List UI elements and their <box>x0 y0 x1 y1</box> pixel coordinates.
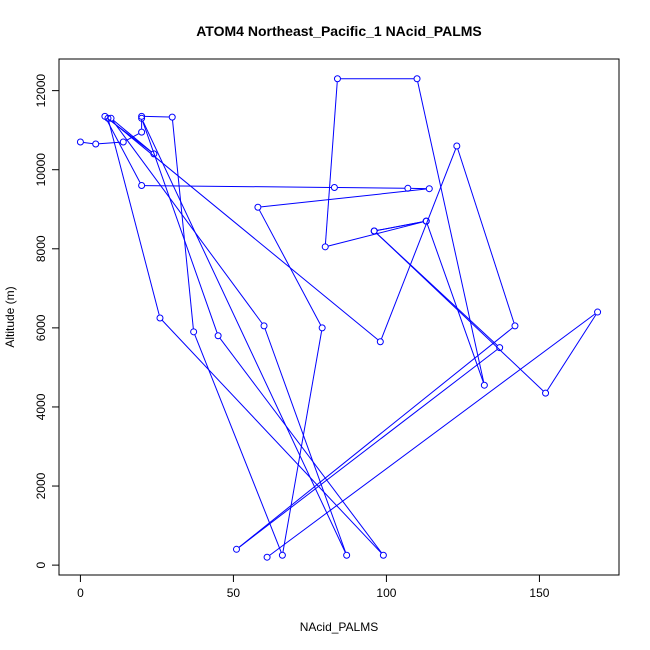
data-point <box>343 551 351 559</box>
data-point <box>379 551 387 559</box>
data-point <box>107 114 115 122</box>
plot-frame <box>58 58 620 576</box>
x-tick-label: 150 <box>529 586 549 600</box>
data-point <box>138 114 146 122</box>
series-segment <box>264 328 347 553</box>
data-point <box>278 551 286 559</box>
series-segment <box>108 121 160 315</box>
x-tick-label: 0 <box>77 586 84 600</box>
series-segment <box>83 141 93 145</box>
data-point <box>232 545 240 553</box>
y-tick-label: 0 <box>34 561 48 568</box>
data-point <box>150 150 158 158</box>
y-tick-label: 8000 <box>34 235 48 262</box>
series-segment <box>238 327 513 548</box>
data-point <box>168 113 176 121</box>
series-segment <box>426 224 484 383</box>
data-point <box>263 553 271 561</box>
data-point <box>425 185 433 193</box>
series-segment <box>337 187 405 189</box>
series-segment <box>142 121 218 333</box>
x-axis: 0 50 100 150 <box>77 575 550 600</box>
data-point <box>376 338 384 346</box>
data-point <box>318 324 326 332</box>
data-point <box>104 114 112 122</box>
series-segment <box>417 81 485 383</box>
series-segment <box>142 121 346 553</box>
series-lines <box>83 78 597 556</box>
x-tick-label: 50 <box>227 586 241 600</box>
x-tick-label: 100 <box>376 586 396 600</box>
series-segment <box>113 120 152 153</box>
series-segment <box>457 148 515 323</box>
y-tick-label: 6000 <box>34 314 48 341</box>
data-point <box>119 138 127 146</box>
data-point <box>511 322 519 330</box>
series-segment <box>269 313 596 556</box>
data-point <box>542 389 550 397</box>
series-segment <box>324 82 338 244</box>
series-points <box>76 75 602 561</box>
series-segment <box>546 314 597 391</box>
data-point <box>422 217 430 225</box>
data-point <box>370 227 378 235</box>
series-segment <box>377 221 424 231</box>
x-axis-label: NAcid_PALMS <box>300 620 378 634</box>
series-segment <box>161 320 382 554</box>
series-segment <box>172 120 194 329</box>
y-tick-label: 10000 <box>34 153 48 187</box>
chart-title: ATOM4 Northeast_Pacific_1 NAcid_PALMS <box>196 23 482 39</box>
data-point <box>333 75 341 83</box>
data-point <box>214 332 222 340</box>
data-point <box>321 243 329 251</box>
series-segment <box>98 141 121 145</box>
data-point <box>413 75 421 83</box>
data-point <box>496 344 504 352</box>
y-tick-label: 12000 <box>34 74 48 108</box>
series-segment <box>282 331 323 553</box>
y-tick-label: 4000 <box>34 393 48 420</box>
data-point <box>138 182 146 190</box>
data-point <box>138 128 146 136</box>
series-segment <box>144 115 169 118</box>
series-segment <box>194 334 282 553</box>
data-point <box>254 203 262 211</box>
data-point <box>190 328 198 336</box>
y-axis: 0 2000 4000 6000 8000 10000 12000 <box>34 74 59 568</box>
data-point <box>156 314 164 322</box>
data-point <box>92 140 100 148</box>
data-point <box>453 142 461 150</box>
data-point <box>594 308 602 316</box>
data-point <box>480 381 488 389</box>
series-segment <box>381 148 457 339</box>
y-tick-label: 2000 <box>34 472 48 499</box>
data-point <box>330 184 338 192</box>
series-segment <box>106 119 141 183</box>
y-axis-label: Altitude (m) <box>3 286 17 347</box>
series-segment <box>112 120 263 324</box>
data-point <box>138 112 146 120</box>
series-segment <box>261 188 427 208</box>
series-segment <box>144 185 332 188</box>
data-point <box>404 184 412 192</box>
series-segment <box>219 338 382 553</box>
data-point <box>76 138 84 146</box>
series-segment <box>238 349 498 548</box>
data-point <box>260 322 268 330</box>
series-segment <box>376 232 544 392</box>
